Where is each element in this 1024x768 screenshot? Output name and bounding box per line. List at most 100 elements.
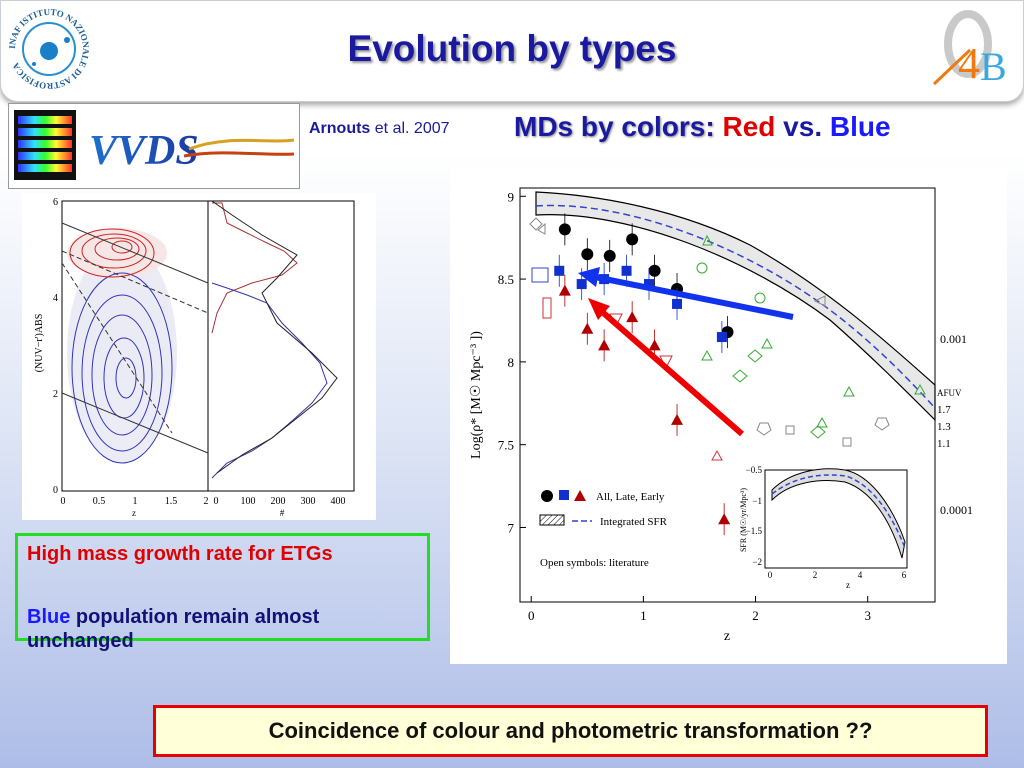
red-histogram [211,202,298,334]
data-point-all [626,233,639,246]
vvds-logo: VVDS [14,110,295,180]
inset-ytick: −0.5 [746,465,763,475]
lit-diamond [810,425,826,439]
data-point-early [718,513,731,525]
lit-triangle [711,449,723,461]
data-point-all [648,264,661,277]
y-tick-label: 9 [508,189,515,204]
lit-triangle-left [813,295,826,307]
left-ytick: 6 [53,197,58,208]
blue-arrow [578,267,794,320]
data-point-early [581,322,594,334]
header-bar [0,0,1024,102]
lit-diamond [732,369,748,383]
inset-xtick: 2 [813,570,818,580]
point-cloud [67,228,177,463]
right-label-00001: 0.0001 [940,503,973,517]
inset-ytick: −1.5 [746,526,763,536]
lit-pentagon [874,417,890,431]
x-tick-label: 1 [640,608,647,623]
subtitle-blue: Blue [829,111,891,142]
afuv-label: AFUV [937,388,962,398]
left-xtick: 1.5 [165,496,178,507]
inset-xtick: 0 [768,570,773,580]
inset-ytick: −2 [752,557,762,567]
data-point-late [554,265,565,276]
integrated-sfr-dashed [535,204,936,409]
vvds-logo-box: VVDS [8,103,300,189]
legend-entry-sfr: Integrated SFR [600,516,668,528]
spectrum-strips [18,116,72,172]
page-title: Evolution by types [347,28,677,69]
data-point-all [603,249,616,262]
lit-triangle [702,234,713,246]
right-xlabel: # [280,508,285,518]
y-tick-label: 8.5 [498,272,514,287]
note-blue-population: Blue population remain almost unchanged [27,605,417,653]
data-point-early [558,284,571,296]
right-label-0001: 0.001 [940,332,967,346]
right-xtick: 200 [271,496,286,507]
inset-ylabel: SFR (M☉/yr/Mpc³) [739,488,748,552]
subtitle-part1: MDs by colors: [514,111,715,142]
red-contours [69,228,155,278]
mass-density-chart: 9 8.5 8 7.5 7 0 1 2 3 [450,170,1007,664]
x-tick-label: 3 [864,608,871,623]
lit-triangle [816,416,828,428]
data-point-early [648,339,661,351]
lit-star [529,217,543,231]
left-ytick: 2 [53,389,58,400]
x-axis-label: z [724,629,730,644]
lit-diamond [747,349,763,363]
left-xtick: 1 [133,496,138,507]
data-point-early [671,413,684,425]
left-xlabel: z [132,508,136,518]
data-point-all [558,223,571,236]
right-xtick: 400 [331,496,346,507]
subtitle-vs: vs. [783,111,823,142]
x-tick-label: 0 [528,608,535,623]
y-axis-label: Log(ρ* [M☉ Mpc⁻³ ]) [469,331,484,459]
data-point-early [626,311,639,323]
data-point-late [643,279,654,290]
data-point-late [716,332,727,343]
right-xtick: 100 [241,496,256,507]
note-etgs: High mass growth rate for ETGs [27,543,333,565]
lit-square [785,425,795,435]
o4b-logo: 4 B [932,10,1007,89]
legend-entry-all: All, Late, Early [596,491,665,503]
data-point-late [672,298,683,309]
total-histogram [211,200,338,474]
lit-square [842,437,852,447]
lit-rect-blue [531,267,549,283]
inset-xlabel: z [846,580,850,590]
afuv-value: 1.7 [937,404,951,416]
citation: Arnouts et al. 2007 [309,120,450,138]
o4b-four: 4 [958,39,980,88]
notes-box [15,533,430,641]
lit-triangle [843,385,855,397]
inset-ytick: −1 [752,496,762,506]
blue-histogram [211,282,328,479]
lit-circle [754,292,766,304]
lit-circle [696,262,708,274]
data-point-all [581,248,594,261]
citation-author: Arnouts [309,120,371,137]
left-ytick: 0 [53,485,58,496]
left-xtick: 0 [61,496,66,507]
color-redshift-figure: 6 4 2 0 0 0.5 1 1.5 2 0 100 200 300 400 … [22,193,376,520]
red-arrow [588,298,744,437]
subtitle-red: Red [722,111,776,142]
right-xtick: 0 [214,496,219,507]
vvds-text: VVDS [89,128,199,174]
afuv-value: 1.3 [937,421,951,433]
inset-xtick: 4 [858,570,863,580]
conclusion-banner: Coincidence of colour and photometric tr… [153,705,988,757]
note-blue-word: Blue [27,606,71,628]
citation-rest: et al. 2007 [374,120,450,137]
y-tick-label: 8 [508,355,515,370]
y-tick-label: 7.5 [498,438,514,453]
left-ytick: 4 [53,293,58,304]
left-xtick: 2 [204,496,209,507]
data-point-late [621,265,632,276]
